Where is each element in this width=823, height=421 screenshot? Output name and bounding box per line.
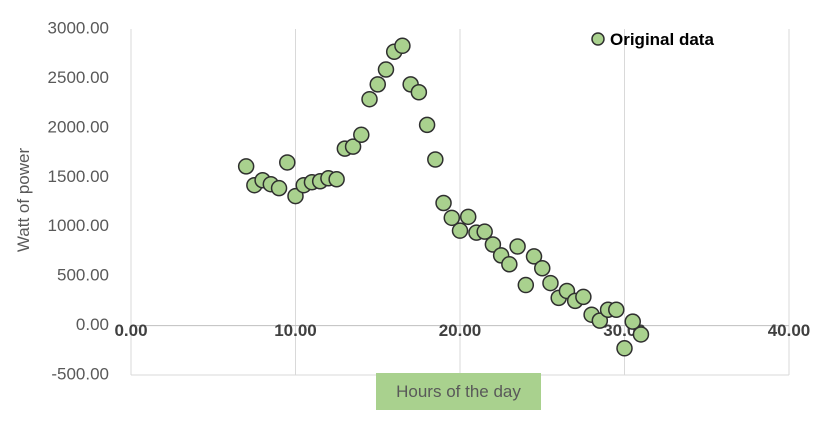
y-axis-ticks: 3000.00 2500.00 2000.00 1500.00 1000.00 500.0…	[48, 18, 109, 383]
data-point	[377, 61, 395, 78]
x-axis-ticks: 0.00 10.00 20.00 30.00 40.00	[114, 321, 810, 340]
data-point	[328, 171, 345, 188]
data-point	[279, 154, 296, 171]
y-tick-label: 2000.00	[48, 117, 109, 136]
x-tick-label: 0.00	[114, 321, 147, 340]
data-point	[451, 222, 469, 239]
data-point	[418, 116, 436, 134]
data-point	[287, 187, 304, 205]
data-point	[369, 76, 386, 93]
data-point	[542, 274, 559, 292]
data-point	[517, 276, 535, 294]
data-point	[435, 194, 452, 212]
x-tick-label: 20.00	[439, 321, 482, 340]
data-point	[624, 313, 641, 330]
legend-label: Original data	[610, 30, 714, 49]
data-point	[459, 208, 477, 226]
data-points	[237, 37, 650, 357]
y-tick-label: 0.00	[76, 315, 109, 334]
x-tick-label: 40.00	[768, 321, 811, 340]
data-point	[270, 179, 288, 197]
data-point	[394, 37, 411, 55]
y-tick-label: 1000.00	[48, 216, 109, 235]
data-point	[509, 238, 526, 255]
y-tick-label: 1500.00	[48, 167, 109, 186]
x-axis-label: Hours of the day	[376, 373, 541, 410]
data-point	[484, 236, 502, 253]
data-point	[443, 209, 461, 227]
data-point	[237, 158, 255, 175]
y-tick-label: 3000.00	[48, 18, 109, 37]
data-point	[534, 259, 551, 277]
y-axis-label: Watt of power	[14, 148, 33, 253]
data-point	[410, 84, 428, 101]
data-point	[591, 312, 609, 329]
data-point	[501, 256, 518, 273]
data-point	[476, 223, 493, 240]
y-tick-label: 500.00	[57, 266, 109, 285]
data-point	[344, 138, 362, 155]
data-point	[616, 340, 633, 357]
data-point	[575, 288, 592, 306]
legend: Original data	[591, 30, 714, 49]
data-point	[427, 151, 444, 168]
x-tick-label: 10.00	[274, 321, 317, 340]
y-tick-label: 2500.00	[48, 68, 109, 87]
legend-marker	[591, 32, 605, 46]
data-point	[361, 90, 378, 108]
data-point	[525, 248, 543, 265]
y-tick-label: -500.00	[51, 364, 109, 383]
data-point	[608, 301, 625, 319]
data-point	[632, 326, 650, 343]
data-point	[353, 126, 370, 144]
